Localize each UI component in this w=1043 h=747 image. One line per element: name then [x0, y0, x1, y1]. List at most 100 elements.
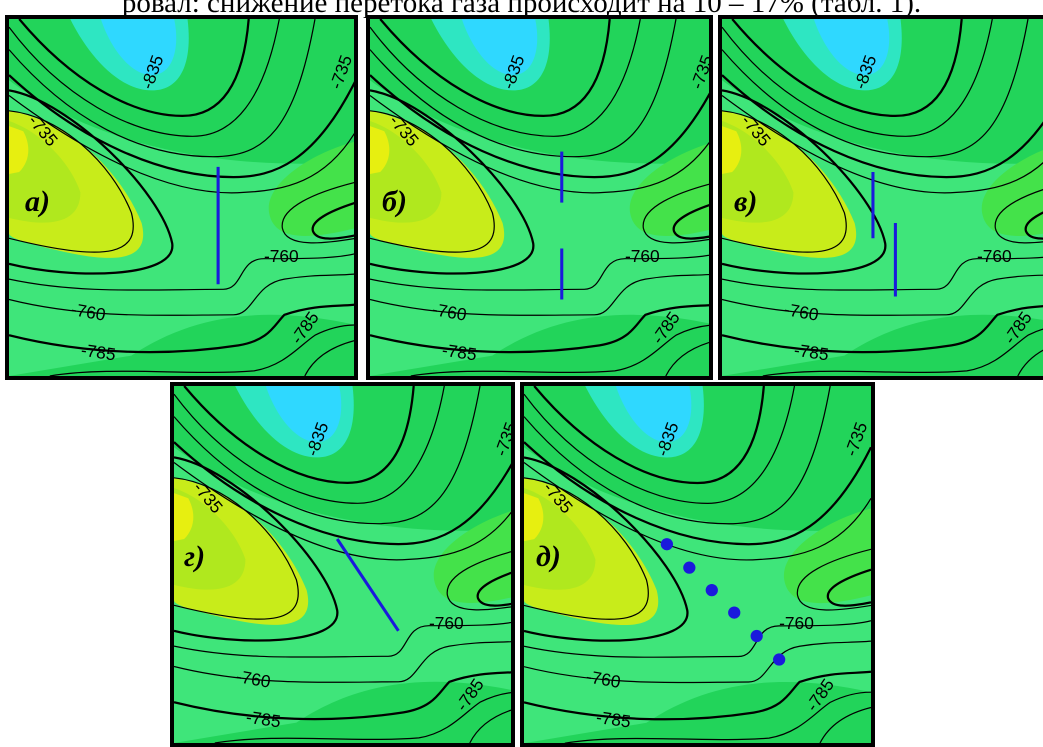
contour-line [370, 273, 709, 316]
contour-label: -760 [625, 246, 660, 266]
contour-line [642, 183, 709, 244]
contour-line [722, 305, 1043, 354]
contour-line [370, 110, 495, 253]
contour-line [524, 386, 831, 525]
contour-line [281, 182, 354, 244]
contour-line [722, 95, 1043, 194]
contour-line [370, 254, 709, 291]
contour-line [370, 89, 535, 275]
contour-line [370, 74, 709, 179]
contour-line [524, 477, 649, 620]
panel-label: д) [536, 540, 561, 573]
contour-line [524, 620, 871, 658]
right-lobe [783, 508, 871, 604]
contour-line [9, 95, 354, 194]
contour-line [524, 462, 871, 561]
contour-line [9, 273, 354, 316]
well-marker [705, 583, 718, 597]
contour-line [564, 691, 871, 743]
peak-zone [370, 126, 390, 175]
right-lobe [268, 141, 354, 236]
contour-line [379, 19, 611, 118]
contour-line [994, 189, 1043, 244]
green-zone [370, 80, 709, 376]
well-marker [773, 653, 786, 666]
contour-line [722, 89, 887, 275]
contour-line [9, 253, 354, 291]
contour-label: -785 [441, 340, 478, 365]
panel-b: -835 -735 -760 -760 -785 -785 -735 б) [366, 15, 713, 380]
contour-line [469, 709, 511, 743]
contour-line [174, 456, 339, 642]
contour-label: -785 [793, 340, 830, 365]
panel-d: -835 -735 -760 -760 -785 -785 -735 д) [520, 382, 875, 747]
depression-inner [100, 19, 177, 76]
peak-zone [9, 126, 29, 175]
contour-line [672, 204, 709, 240]
contour-line [762, 328, 1043, 376]
contour-line [370, 19, 677, 158]
contour-line [174, 621, 511, 658]
contour-line [174, 441, 511, 546]
contour-line [370, 304, 709, 354]
contour-line [731, 19, 963, 118]
well-marker [683, 561, 696, 574]
contour-line [722, 19, 993, 137]
contour-label: -760 [977, 246, 1012, 266]
contour-line [533, 386, 765, 485]
contour-line [524, 640, 871, 684]
contour-label: -760 [264, 246, 299, 266]
peak-zone [524, 493, 544, 542]
contour-label: -785 [80, 340, 117, 365]
contour-line [476, 571, 511, 607]
well-marker [660, 538, 674, 551]
contour-map: -835-735-760-760-785-785-735 [370, 19, 709, 376]
contour-line [311, 202, 354, 240]
contour-line [370, 19, 641, 137]
peak-zone [722, 126, 742, 175]
contour-line [9, 19, 280, 137]
panel-label: в) [734, 185, 758, 218]
contour-label: -785 [245, 707, 282, 732]
well-marker [728, 606, 741, 619]
contour-line [722, 256, 1043, 291]
contour-map: -835-735-760-760-785-785-735 [174, 386, 511, 743]
contour-line [214, 691, 511, 743]
well-marker [750, 629, 763, 643]
contour-line [9, 303, 354, 354]
panel-g: -835 -735 -760 -760 -785 -785 -735 г) [170, 382, 515, 747]
panel-v: -835-735-760-760-785-785-735 в) [718, 15, 1043, 380]
contour-map: -835-735-760-760-785-785-735 [9, 19, 354, 376]
contour-line [174, 671, 511, 721]
panel-label: г) [184, 540, 206, 573]
contour-line [174, 641, 511, 683]
panel-a: -835 -735 -760 -760 -785 -785 -735 а) [5, 15, 358, 380]
depression-inner [461, 19, 538, 76]
contour-label: -760 [429, 613, 464, 633]
contour-line [410, 324, 709, 376]
contour-line [446, 551, 511, 611]
contour-label: -785 [595, 707, 632, 732]
contour-line [49, 324, 354, 376]
contour-line [722, 110, 847, 253]
contour-line [174, 386, 481, 525]
depression-inner [615, 386, 692, 443]
contour-label: -760 [779, 613, 814, 633]
contour-line [524, 386, 796, 504]
contour-line [1024, 211, 1043, 240]
right-lobe [981, 150, 1043, 236]
contour-line [819, 706, 871, 743]
contour-line [174, 477, 299, 620]
green-zone [9, 80, 354, 376]
contour-line [524, 670, 871, 721]
contour-line [370, 95, 709, 194]
contour-line [183, 386, 415, 485]
contour-line [722, 274, 1043, 316]
contour-line [826, 568, 871, 607]
contour-line [9, 110, 134, 253]
peak-zone [174, 493, 194, 542]
contour-line [9, 89, 174, 275]
panel-label: б) [382, 185, 407, 218]
contour-map: -835-735-760-760-785-785-735 [524, 386, 871, 743]
contour-line [796, 548, 871, 611]
